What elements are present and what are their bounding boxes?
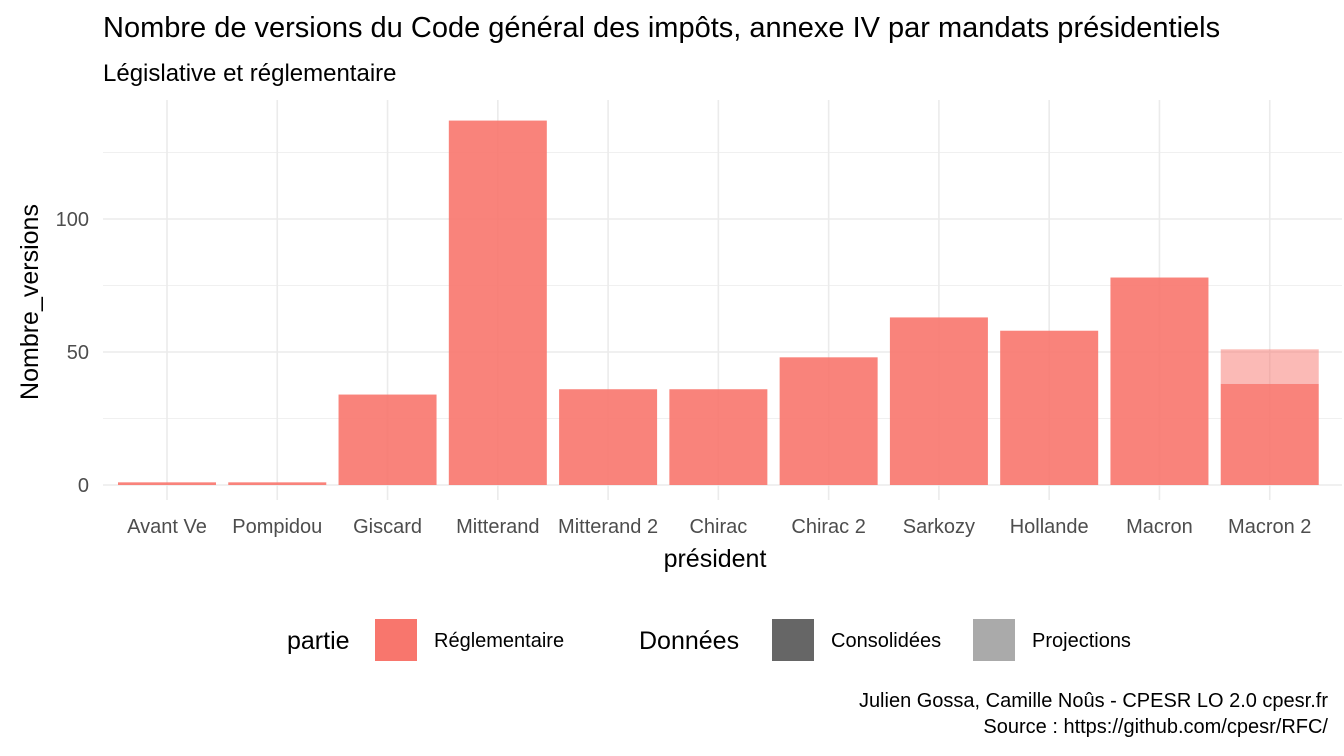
caption: Julien Gossa, Camille Noûs - CPESR LO 2.… bbox=[859, 688, 1328, 740]
y-axis-title: Nombre_versions bbox=[16, 204, 44, 400]
bar-consolidees-0 bbox=[118, 482, 216, 485]
legend-label-reglementaire: Réglementaire bbox=[434, 630, 565, 652]
legend: partie Réglementaire Données Consolidées… bbox=[0, 618, 1344, 664]
bar-consolidees-3 bbox=[448, 120, 547, 485]
x-tick-label: Macron bbox=[1126, 516, 1193, 538]
x-tick-label: Mitterand bbox=[456, 516, 539, 538]
caption-authors: Julien Gossa, Camille Noûs - CPESR LO 2.… bbox=[858, 690, 1328, 712]
legend-label-consolidees: Consolidées bbox=[831, 630, 942, 652]
y-tick-label: 100 bbox=[56, 209, 89, 231]
bar-projections-10 bbox=[1220, 349, 1319, 384]
legend-title-donnees: Données bbox=[639, 627, 740, 655]
legend-label-projections: Projections bbox=[1032, 630, 1131, 652]
bar-consolidees-9 bbox=[1110, 277, 1209, 485]
bar-consolidees-6 bbox=[779, 357, 878, 485]
bar-consolidees-10 bbox=[1220, 383, 1319, 485]
legend-key-consolidees bbox=[772, 619, 814, 661]
y-axis: 0 50 100 bbox=[56, 209, 89, 497]
x-tick-label: Sarkozy bbox=[903, 516, 975, 538]
bar-consolidees-2 bbox=[338, 394, 437, 485]
x-tick-label: Chirac 2 bbox=[791, 516, 865, 538]
y-tick-label: 50 bbox=[67, 342, 89, 364]
x-tick-label: Giscard bbox=[353, 516, 422, 538]
chart-title: Nombre de versions du Code général des i… bbox=[103, 12, 1221, 44]
caption-source: Source : https://github.com/cpesr/RFC/ bbox=[983, 716, 1328, 738]
bar-consolidees-5 bbox=[669, 389, 768, 485]
x-tick-label: Hollande bbox=[1010, 516, 1089, 538]
x-tick-label: Macron 2 bbox=[1228, 516, 1311, 538]
x-tick-label: Avant Ve bbox=[127, 516, 207, 538]
x-axis: Avant Ve Pompidou Giscard Mitterand Mitteran… bbox=[127, 516, 1311, 538]
x-axis-title: président bbox=[664, 545, 767, 573]
x-tick-label: Chirac bbox=[689, 516, 747, 538]
legend-key-projections bbox=[973, 619, 1015, 661]
x-tick-label: Pompidou bbox=[232, 516, 322, 538]
bars bbox=[118, 120, 1319, 485]
legend-title-partie: partie bbox=[287, 627, 350, 655]
bar-consolidees-8 bbox=[1000, 330, 1099, 485]
chart-subtitle: Législative et réglementaire bbox=[103, 60, 397, 87]
x-tick-label: Mitterand 2 bbox=[558, 516, 658, 538]
bar-consolidees-1 bbox=[228, 482, 327, 485]
bar-consolidees-4 bbox=[559, 389, 658, 485]
bar-consolidees-7 bbox=[889, 317, 988, 485]
y-tick-label: 0 bbox=[78, 475, 89, 497]
bar-chart: 0 50 100 Avant Ve Pompidou Giscard Mitterand M… bbox=[16, 100, 1342, 573]
legend-key-reglementaire bbox=[375, 619, 417, 661]
